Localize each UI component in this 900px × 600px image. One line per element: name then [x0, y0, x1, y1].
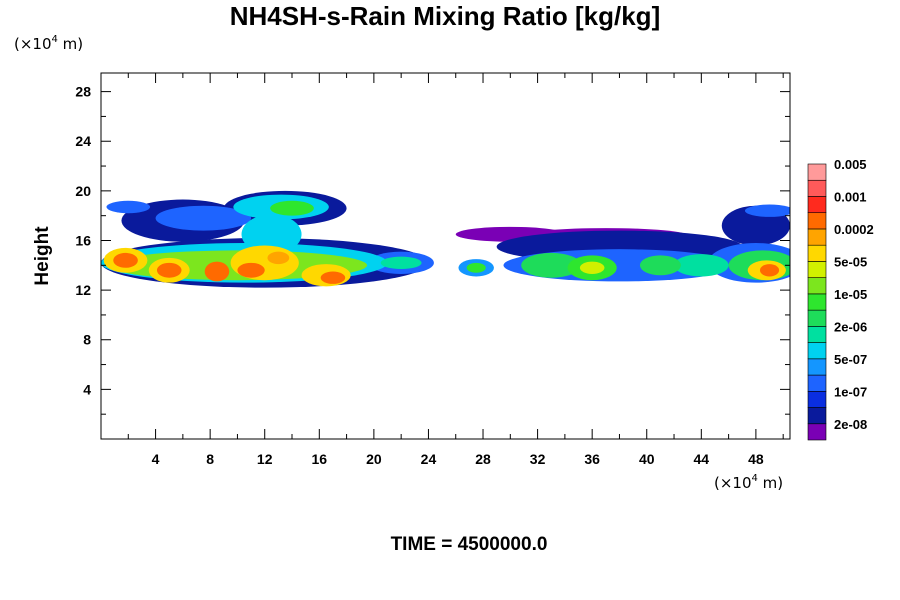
colorbar-swatch: [807, 407, 827, 425]
field-region: [639, 255, 681, 276]
field-region: [380, 256, 422, 270]
x-tick-label: 8: [206, 451, 214, 467]
colorbar-swatch: [807, 374, 827, 392]
colorbar-swatch: [807, 261, 827, 278]
colorbar-swatch: [807, 423, 827, 441]
x-tick-label: 28: [475, 451, 491, 467]
field-region: [466, 262, 486, 273]
x-tick-label: 48: [748, 451, 764, 467]
x-tick-label: 16: [312, 451, 328, 467]
colorbar-label: 1e-07: [834, 384, 867, 399]
colorbar-swatch: [807, 228, 827, 246]
colorbar: 2e-08 1e-07 5e-07 2e-06 1e-05 5e-05 0.0002 0.00…: [807, 157, 874, 441]
colorbar-label: 5e-07: [834, 352, 867, 367]
x-tick-label: 24: [421, 451, 437, 467]
field-region: [744, 204, 790, 217]
chart-title: NH4SH-s-Rain Mixing Ratio [kg/kg]: [230, 1, 660, 31]
y-tick-label: 4: [83, 381, 91, 397]
y-tick-label: 24: [75, 133, 91, 149]
field-region: [155, 205, 252, 231]
x-tick-label: 20: [366, 451, 382, 467]
field-region: [106, 200, 151, 214]
y-tick-label: 20: [75, 183, 91, 199]
colorbar-swatch: [807, 244, 827, 262]
colorbar-swatch: [807, 179, 827, 197]
field-region: [320, 271, 346, 284]
time-label: TIME = 4500000.0: [391, 534, 548, 555]
colorbar-swatch: [807, 326, 827, 343]
field-region: [113, 252, 138, 268]
colorbar-swatch: [807, 163, 827, 181]
colorbar-swatch: [807, 390, 827, 408]
x-tick-label: 40: [639, 451, 655, 467]
colorbar-swatch: [807, 196, 827, 214]
x-tick-label: 12: [257, 451, 273, 467]
y-tick-label: 12: [75, 282, 91, 298]
colorbar-swatch: [807, 358, 827, 376]
colorbar-swatch: [807, 342, 827, 360]
colorbar-label: 0.005: [834, 157, 867, 172]
field-region: [204, 261, 230, 282]
y-tick-label: 16: [75, 232, 91, 248]
y-unit-label: (×104 m): [14, 34, 83, 53]
colorbar-label: 2e-06: [834, 319, 867, 334]
field-region: [521, 252, 582, 278]
y-axis-label: Height: [32, 226, 53, 286]
colorbar-label: 0.0002: [834, 222, 874, 237]
x-unit-label: (×104 m): [714, 473, 783, 492]
x-tick-label: 44: [694, 451, 710, 467]
field-region: [270, 200, 314, 216]
colorbar-swatch: [807, 212, 827, 230]
field-region: [267, 251, 290, 265]
mixing-ratio-field: [101, 190, 790, 288]
x-tick-label: 32: [530, 451, 546, 467]
colorbar-label: 2e-08: [834, 417, 867, 432]
colorbar-swatch: [807, 277, 827, 295]
x-tick-label: 36: [584, 451, 600, 467]
colorbar-label: 0.001: [834, 189, 867, 204]
colorbar-label: 1e-05: [834, 287, 867, 302]
field-region: [759, 264, 780, 277]
field-region: [674, 254, 729, 277]
field-region: [156, 262, 182, 278]
field-region: [237, 262, 265, 278]
y-tick-label: 28: [75, 84, 91, 100]
y-tick-label: 8: [83, 332, 91, 348]
colorbar-swatch: [807, 293, 827, 311]
field-region: [579, 261, 605, 274]
plot-frame: [100, 72, 791, 440]
colorbar-label: 5e-05: [834, 254, 867, 269]
colorbar-swatch: [807, 309, 827, 327]
x-tick-label: 4: [152, 451, 160, 467]
